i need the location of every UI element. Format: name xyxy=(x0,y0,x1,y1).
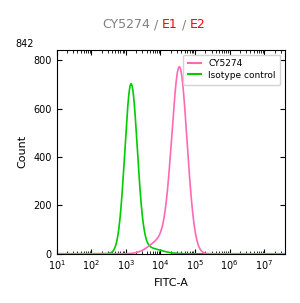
Text: E2: E2 xyxy=(190,18,206,31)
Legend: CY5274, Isotype control: CY5274, Isotype control xyxy=(183,55,280,85)
Text: 842: 842 xyxy=(15,39,34,49)
Y-axis label: Count: Count xyxy=(18,135,28,168)
X-axis label: FITC-A: FITC-A xyxy=(153,278,188,288)
Text: CY5274: CY5274 xyxy=(102,18,150,31)
Text: /: / xyxy=(150,18,162,31)
Text: E1: E1 xyxy=(162,18,178,31)
Text: /: / xyxy=(178,18,190,31)
